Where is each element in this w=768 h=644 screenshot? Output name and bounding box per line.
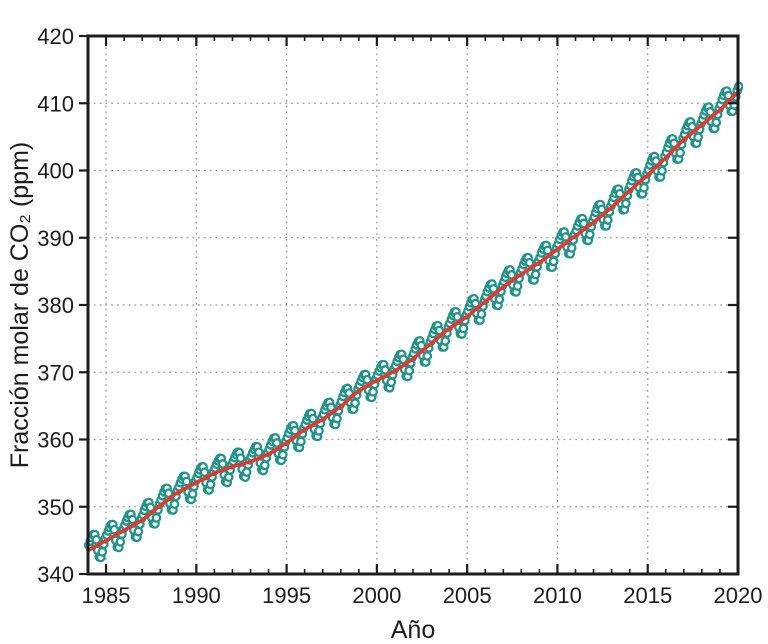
co2-month-point (181, 476, 192, 487)
co2-month-point (639, 182, 649, 193)
y-tick-label: 350 (37, 495, 74, 520)
series-trend-line (86, 90, 740, 553)
co2-month-point (332, 413, 342, 424)
co2-month-point (350, 398, 360, 409)
co2-month-point (271, 438, 282, 448)
co2-month-point (560, 232, 571, 242)
co2-month-point (362, 374, 372, 385)
co2-month-point (217, 459, 228, 469)
co2-month-point (296, 436, 306, 447)
co2-month-point (494, 294, 505, 305)
y-tick-label: 390 (37, 226, 74, 251)
y-axis-label: Fracción molar de CO₂ (ppm) (6, 142, 34, 468)
axis-ticks (79, 34, 740, 576)
y-tick-label: 370 (37, 360, 74, 385)
x-tick-label: 2010 (533, 583, 582, 608)
co2-month-point (151, 513, 162, 523)
co2-month-point (524, 257, 535, 268)
co2-month-point (566, 243, 577, 253)
trend-line (86, 90, 740, 553)
co2-month-point (476, 309, 487, 319)
co2-month-point (621, 198, 631, 209)
co2-month-point (693, 132, 703, 143)
co2-month-point (458, 323, 469, 334)
co2-month-point (109, 524, 120, 535)
tick-labels: 1985 1990 1995 2000 2005 2010 2015 2020 340 350 36… (37, 24, 762, 608)
co2-month-point (440, 336, 451, 346)
y-tick-label: 340 (37, 562, 74, 587)
co2-month-point (452, 312, 463, 322)
co2-month-point (711, 117, 722, 128)
co2-month-point (314, 425, 324, 436)
co2-month-point (386, 377, 397, 388)
co2-month-point (506, 270, 517, 280)
co2-month-point (205, 479, 216, 490)
x-tick-label: 1990 (172, 583, 221, 608)
co2-month-point (404, 365, 415, 376)
co2-month-point (253, 447, 264, 458)
co2-month-point (290, 425, 300, 436)
co2-month-point (235, 453, 246, 464)
co2-month-point (578, 218, 589, 229)
x-tick-label: 2005 (443, 583, 492, 608)
co2-month-point (398, 354, 409, 365)
x-tick-label: 2015 (623, 583, 672, 608)
co2-month-point (163, 488, 174, 499)
co2-month-point (259, 460, 270, 471)
co2-month-point (133, 526, 144, 537)
co2-month-point (530, 269, 541, 280)
co2-month-point (380, 365, 391, 375)
co2-month-point (308, 413, 318, 424)
co2-month-point (368, 386, 378, 397)
co2-month-point (277, 449, 288, 460)
y-tick-label: 420 (37, 24, 74, 49)
x-tick-label: 2000 (352, 583, 401, 608)
co2-month-point (169, 499, 180, 510)
co2-month-point (127, 514, 138, 525)
y-tick-label: 400 (37, 159, 74, 184)
co2-month-point (675, 147, 685, 158)
co2-month-point (326, 402, 336, 413)
x-tick-label: 1985 (82, 583, 131, 608)
co2-month-point (512, 281, 523, 291)
co2-month-point (657, 165, 667, 176)
co2-month-point (115, 536, 126, 547)
co2-month-point (602, 215, 613, 225)
co2-month-point (91, 534, 102, 545)
co2-month-point (187, 489, 198, 499)
x-tick-label: 2020 (714, 583, 763, 608)
x-axis-label: Año (391, 616, 435, 644)
co2-month-point (584, 229, 595, 240)
co2-month-point (548, 256, 559, 267)
co2-month-point (199, 467, 210, 478)
co2-month-point (97, 547, 108, 557)
co2-month-point (422, 351, 433, 361)
y-tick-label: 360 (37, 428, 74, 453)
x-tick-label: 1995 (262, 583, 311, 608)
y-tick-label: 410 (37, 91, 74, 116)
series-monthly-co2 (83, 81, 743, 563)
co2-month-point (542, 245, 553, 256)
y-tick-label: 380 (37, 293, 74, 318)
